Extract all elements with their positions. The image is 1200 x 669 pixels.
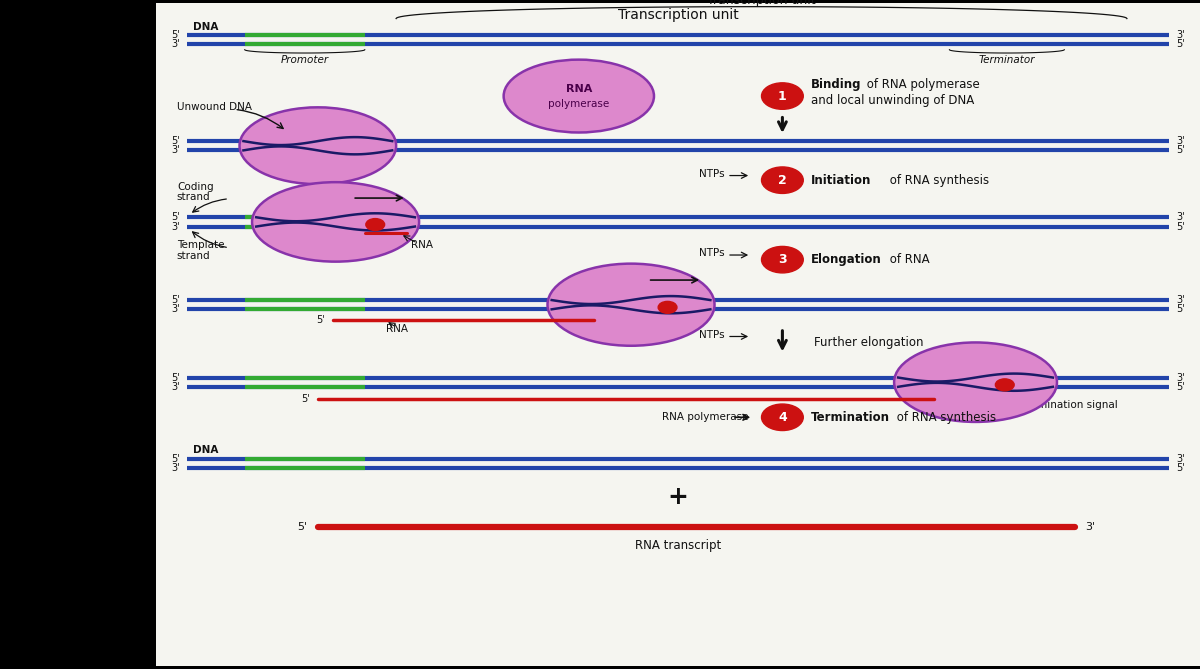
- Text: 4: 4: [778, 411, 787, 423]
- Text: Unwound DNA: Unwound DNA: [176, 102, 252, 112]
- Text: 2: 2: [778, 174, 787, 187]
- Text: 3': 3': [1176, 373, 1184, 383]
- Ellipse shape: [504, 60, 654, 132]
- Text: of RNA synthesis: of RNA synthesis: [893, 411, 996, 423]
- Circle shape: [762, 404, 803, 431]
- Text: 1: 1: [778, 90, 787, 102]
- Text: 5': 5': [1176, 39, 1184, 50]
- Text: of RNA synthesis: of RNA synthesis: [886, 174, 989, 187]
- Ellipse shape: [894, 343, 1057, 422]
- Text: 5': 5': [298, 522, 307, 532]
- Circle shape: [762, 246, 803, 273]
- Text: Template: Template: [176, 240, 224, 250]
- Text: 3': 3': [1176, 136, 1184, 146]
- Text: Terminator: Terminator: [979, 55, 1036, 65]
- Ellipse shape: [240, 107, 396, 184]
- Text: RNA: RNA: [410, 240, 433, 250]
- Text: RNA polymerase: RNA polymerase: [662, 412, 749, 422]
- Text: 5': 5': [301, 394, 310, 404]
- Text: 5': 5': [317, 315, 325, 325]
- Text: Initiation: Initiation: [810, 174, 871, 187]
- Text: 5': 5': [172, 295, 180, 305]
- Text: 5': 5': [172, 136, 180, 146]
- Text: strand: strand: [176, 193, 210, 203]
- Text: 3': 3': [172, 39, 180, 50]
- Text: of RNA polymerase: of RNA polymerase: [863, 78, 980, 90]
- Text: Promoter: Promoter: [281, 55, 329, 65]
- Circle shape: [762, 167, 803, 193]
- Circle shape: [762, 83, 803, 109]
- Text: RNA transcript: RNA transcript: [635, 539, 721, 552]
- Text: 3: 3: [778, 253, 787, 266]
- Text: 5': 5': [1176, 145, 1184, 155]
- Text: 3': 3': [1085, 522, 1096, 532]
- Text: 3': 3': [172, 221, 180, 231]
- Text: DNA: DNA: [192, 445, 218, 455]
- Text: RNA: RNA: [385, 324, 408, 334]
- Text: Elongation: Elongation: [810, 253, 881, 266]
- Text: 3': 3': [172, 304, 180, 314]
- Text: NTPs: NTPs: [700, 330, 725, 339]
- Text: NTPs: NTPs: [700, 248, 725, 258]
- Text: +: +: [667, 485, 689, 508]
- Circle shape: [995, 379, 1014, 391]
- Text: Transcription unit: Transcription unit: [618, 8, 738, 22]
- Text: 3': 3': [1176, 454, 1184, 464]
- Text: Binding: Binding: [810, 78, 862, 90]
- Text: Coding: Coding: [176, 182, 214, 192]
- Text: Termination signal: Termination signal: [1022, 400, 1118, 410]
- Text: 5': 5': [172, 30, 180, 40]
- Ellipse shape: [547, 264, 714, 346]
- Text: 5': 5': [172, 212, 180, 222]
- Text: 5': 5': [172, 373, 180, 383]
- Text: of RNA: of RNA: [886, 253, 929, 266]
- Text: Further elongation: Further elongation: [814, 336, 923, 349]
- Text: DNA: DNA: [192, 22, 218, 32]
- Text: Termination: Termination: [810, 411, 889, 423]
- Text: Transcription unit: Transcription unit: [707, 0, 816, 7]
- Text: 3': 3': [172, 464, 180, 473]
- Text: 5': 5': [1176, 221, 1184, 231]
- Text: 5': 5': [1176, 304, 1184, 314]
- Text: 3': 3': [1176, 30, 1184, 40]
- Circle shape: [366, 219, 385, 231]
- Text: RNA: RNA: [565, 84, 592, 94]
- Text: polymerase: polymerase: [548, 99, 610, 109]
- Ellipse shape: [252, 182, 419, 262]
- Text: 5': 5': [1176, 382, 1184, 392]
- Text: NTPs: NTPs: [700, 169, 725, 179]
- Text: 3': 3': [1176, 295, 1184, 305]
- Text: strand: strand: [176, 251, 210, 261]
- Circle shape: [658, 302, 677, 313]
- Text: 3': 3': [172, 382, 180, 392]
- Text: 5': 5': [172, 454, 180, 464]
- Text: 5': 5': [1176, 464, 1184, 473]
- Text: 3': 3': [1176, 212, 1184, 222]
- Text: and local unwinding of DNA: and local unwinding of DNA: [810, 94, 974, 106]
- Text: 3': 3': [172, 145, 180, 155]
